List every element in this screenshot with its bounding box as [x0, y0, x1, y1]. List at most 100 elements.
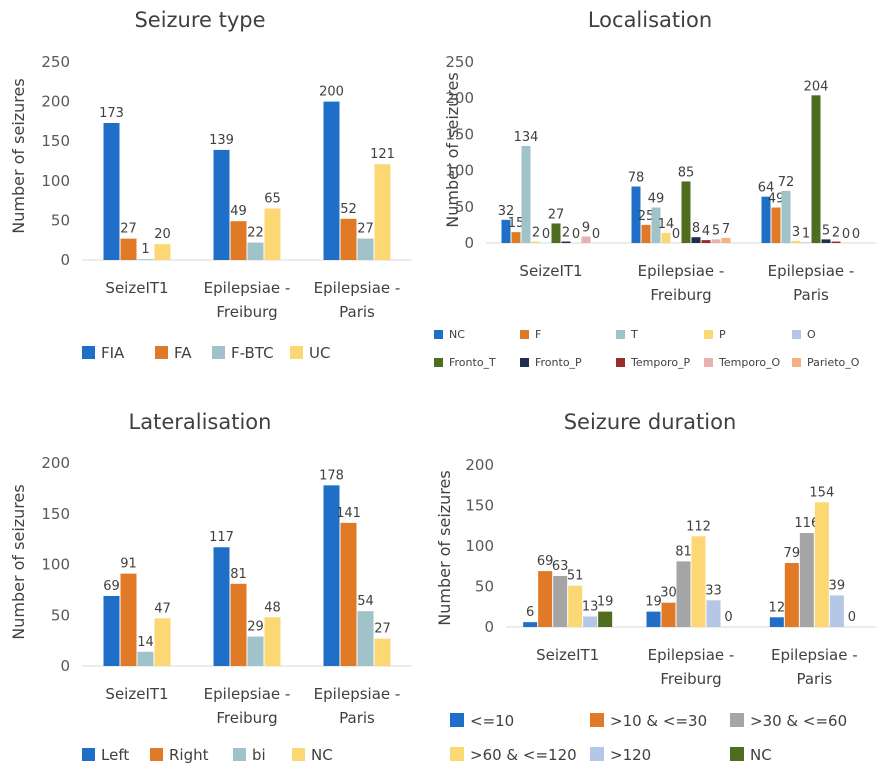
data-label: 48 — [264, 600, 281, 615]
data-label: 8 — [692, 221, 700, 236]
bar-fa — [120, 238, 137, 260]
data-label: 5 — [712, 223, 720, 238]
data-label: 0 — [592, 227, 600, 242]
bar-t — [781, 190, 791, 243]
bar-left — [213, 547, 230, 666]
data-label: 39 — [829, 578, 846, 593]
bar--30-60 — [676, 561, 691, 627]
y-tick-label: 150 — [41, 505, 70, 523]
plot-area: 05010015020066963511319SeizeIT1193081112… — [465, 456, 876, 688]
y-tick-label: 100 — [465, 537, 494, 555]
legend-swatch — [590, 713, 604, 727]
x-tick-label: Paris — [793, 286, 829, 304]
bar-p — [791, 240, 801, 243]
legend-label: P — [719, 328, 726, 341]
legend-label: UC — [309, 344, 330, 362]
data-label: 27 — [374, 622, 391, 637]
y-tick-label: 0 — [464, 234, 474, 252]
bar-fronto-p — [691, 237, 701, 243]
legend-label: >120 — [610, 746, 651, 764]
bar--60-120 — [814, 502, 829, 627]
data-label: 112 — [686, 519, 711, 534]
legend-swatch — [704, 358, 713, 367]
chart-panel-localisation: Localisation Number of seizures 0 50 100 15… — [420, 0, 886, 390]
chart-panel-lateralisation: Lateralisation Number of seizures 0 50 100… — [0, 400, 430, 775]
bar-uc — [374, 164, 391, 260]
legend-swatch — [82, 346, 95, 359]
bar-t — [651, 207, 661, 243]
bar-f-btc — [247, 242, 264, 260]
bar--10 — [769, 617, 784, 627]
chart-seizure-type: Seizure type Number of seizures 05010015… — [9, 8, 412, 362]
legend-swatch — [730, 747, 744, 761]
data-label: 2 — [832, 226, 840, 241]
bar-nc — [631, 186, 641, 243]
legend-swatch — [450, 713, 464, 727]
bar-nc — [154, 618, 171, 666]
bar--120 — [829, 595, 844, 627]
data-label: 47 — [154, 601, 171, 616]
chart-title: Localisation — [588, 8, 712, 32]
legend-swatch — [292, 748, 305, 761]
bar-temporo-o — [711, 239, 721, 243]
data-label: 134 — [514, 130, 539, 145]
x-tick-label: Epilepsiae - — [771, 646, 858, 664]
bar-nc — [598, 611, 613, 627]
legend: FIA FA F-BTC UC — [82, 344, 330, 362]
legend-label: FIA — [101, 344, 125, 362]
legend-swatch — [792, 330, 801, 339]
legend-swatch — [150, 748, 163, 761]
x-tick-label: Freiburg — [216, 709, 277, 727]
legend: <=10 >10 & <=30 >30 & <=60 >60 & <=120 >120 N… — [450, 712, 847, 764]
bar--30-60 — [553, 575, 568, 627]
y-tick-label: 150 — [445, 125, 474, 143]
bar-bi — [247, 636, 264, 666]
data-label: 32 — [498, 204, 515, 219]
legend-label: F — [535, 328, 541, 341]
data-label: 1 — [141, 242, 149, 257]
bar-f — [771, 207, 781, 243]
legend-label: >30 & <=60 — [750, 712, 847, 730]
legend-label: NC — [449, 328, 465, 341]
y-tick-label: 150 — [465, 497, 494, 515]
y-tick-label: 50 — [475, 578, 494, 596]
legend-label: NC — [750, 746, 772, 764]
bar-temporo-p — [831, 241, 841, 243]
legend-label: Right — [169, 746, 209, 764]
legend-swatch — [212, 346, 225, 359]
legend-swatch — [704, 330, 713, 339]
x-tick-label: Epilepsiae - — [204, 279, 291, 297]
data-label: 79 — [784, 546, 801, 561]
y-tick-label: 100 — [445, 162, 474, 180]
legend-label: >10 & <=30 — [610, 712, 707, 730]
data-label: 85 — [678, 165, 695, 180]
bar--10 — [523, 622, 538, 627]
data-label: 51 — [567, 569, 584, 584]
bar-fia — [103, 122, 120, 260]
data-label: 64 — [758, 181, 775, 196]
legend-label: O — [807, 328, 816, 341]
legend-swatch — [616, 330, 625, 339]
data-label: 6 — [526, 605, 534, 620]
y-tick-label: 200 — [41, 454, 70, 472]
bar-fronto-p — [821, 239, 831, 243]
y-axis-label: Number of seizures — [435, 470, 454, 625]
data-label: 78 — [628, 171, 645, 186]
legend-label: Left — [101, 746, 129, 764]
x-tick-label: Epilepsiae - — [314, 279, 401, 297]
bar-o — [801, 242, 811, 243]
data-label: 2 — [562, 226, 570, 241]
legend-label: Parieto_O — [807, 356, 860, 369]
bar--10-30 — [538, 571, 553, 627]
bar-fronto-p — [561, 241, 571, 243]
legend-swatch — [520, 358, 529, 367]
data-label: 139 — [209, 133, 234, 148]
bar-right — [120, 573, 137, 666]
data-label: 0 — [852, 227, 860, 242]
data-label: 9 — [582, 220, 590, 235]
bar-fa — [230, 221, 247, 260]
bar-parieto-o — [721, 237, 731, 243]
data-label: 27 — [548, 207, 565, 222]
bar--10-30 — [784, 563, 799, 627]
